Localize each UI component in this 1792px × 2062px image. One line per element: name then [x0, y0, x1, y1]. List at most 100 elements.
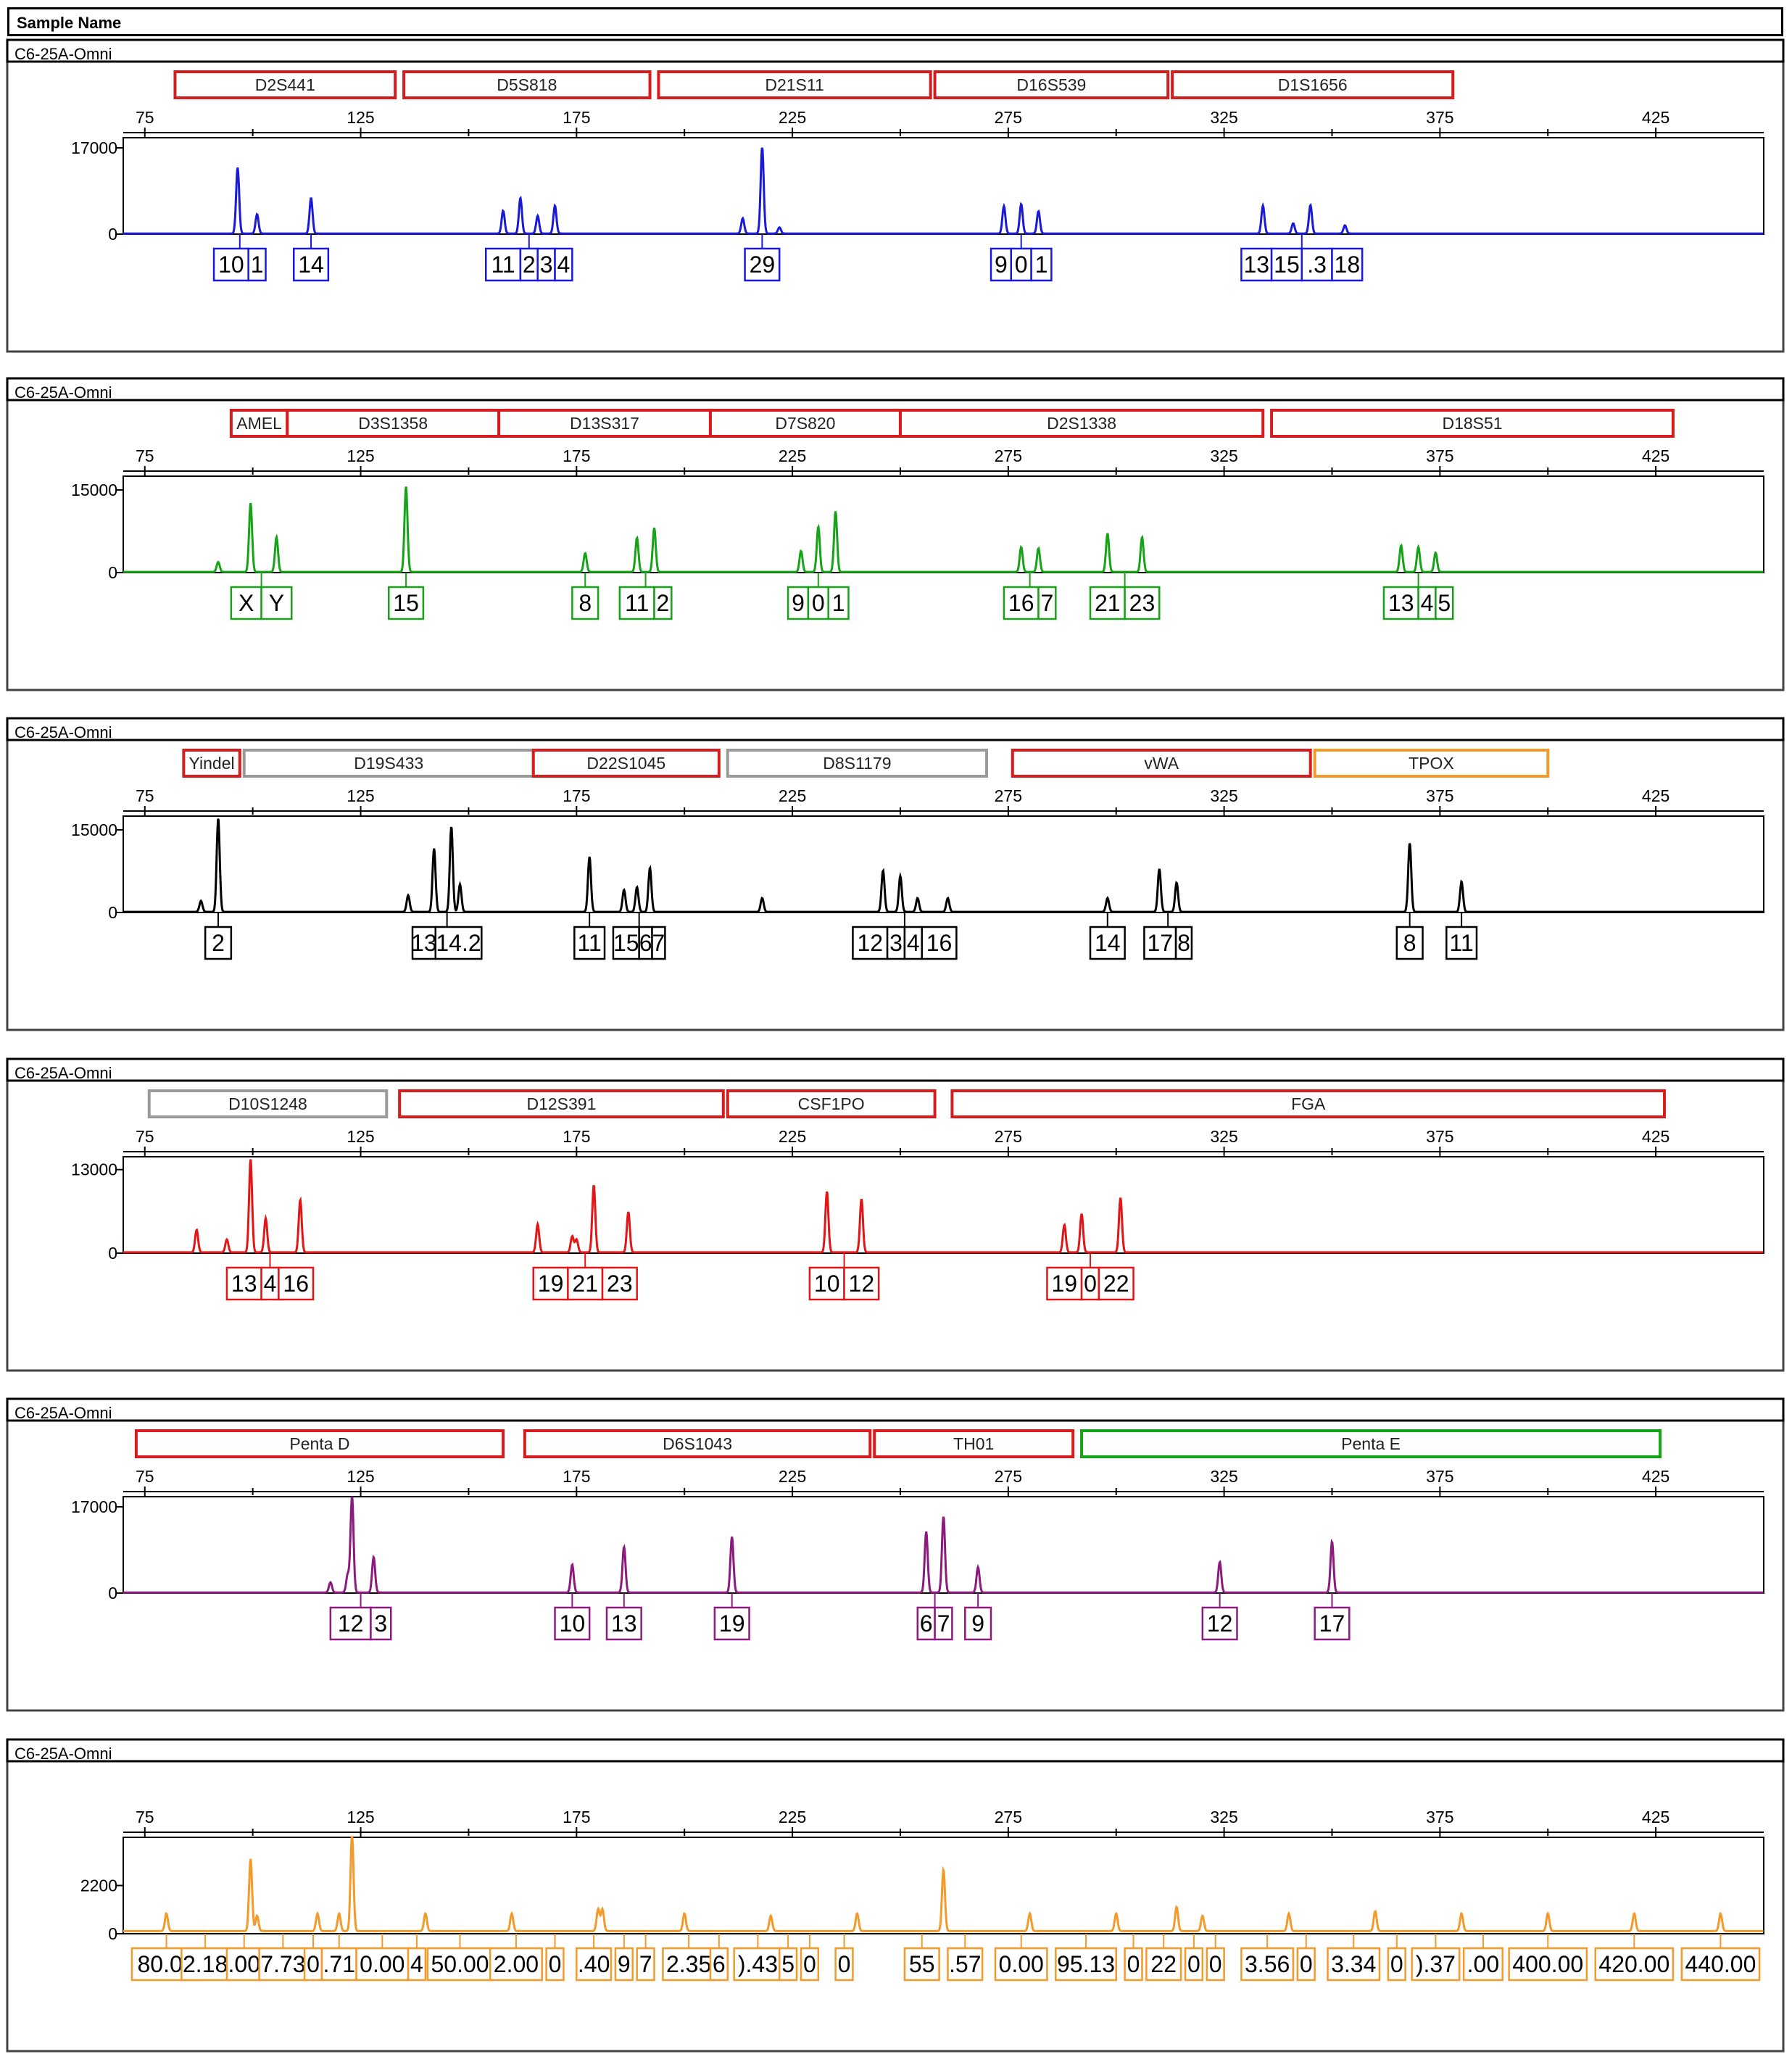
- allele-box: [1206, 1947, 1225, 1982]
- allele-label: 6: [639, 930, 652, 956]
- x-tick-label: 225: [779, 1808, 806, 1826]
- header-bar: Sample Name: [7, 7, 1783, 36]
- allele-label: ).37: [1416, 1951, 1456, 1977]
- allele-box: [554, 1606, 591, 1641]
- x-tick-label: 425: [1642, 108, 1669, 127]
- allele-label: 10: [560, 1610, 586, 1637]
- locus-box: [497, 409, 712, 438]
- locus-label: D22S1045: [586, 754, 665, 773]
- allele-box: [653, 586, 673, 620]
- sample-bar: [6, 38, 1785, 63]
- allele-label: 8: [578, 590, 592, 616]
- trace-line: [123, 147, 1764, 235]
- locus-label: D2S441: [255, 75, 315, 94]
- allele-label: .00: [228, 1951, 260, 1977]
- allele-box: [612, 926, 640, 960]
- allele-label: .3: [1307, 251, 1327, 278]
- x-tick-label: 75: [136, 446, 154, 465]
- allele-label: 4: [264, 1271, 277, 1297]
- locus-box: [229, 409, 289, 438]
- trace-line: [123, 486, 1764, 573]
- allele-box: [651, 926, 666, 960]
- allele-label: 2.00: [494, 1951, 539, 1977]
- allele-label: 15: [613, 930, 639, 956]
- allele-label: 4: [410, 1951, 423, 1977]
- allele-box: [1201, 1606, 1238, 1641]
- locus-box: [147, 1089, 389, 1118]
- allele-label: 3.34: [1331, 1951, 1376, 1977]
- x-tick-label: 275: [995, 1467, 1022, 1486]
- x-tick-label: 325: [1210, 786, 1237, 805]
- allele-label: 19: [1051, 1271, 1077, 1297]
- allele-label: 7.73: [260, 1951, 305, 1977]
- allele-box: [1046, 1266, 1083, 1301]
- allele-label: 5: [1438, 590, 1451, 616]
- allele-label: 2.35: [666, 1951, 711, 1977]
- sample-label: C6-25A-Omni: [14, 1404, 112, 1422]
- allele-label: 4: [907, 930, 920, 956]
- sample-label: C6-25A-Omni: [14, 1064, 112, 1082]
- y-tick-label: 0: [108, 563, 117, 582]
- locus-box: [1080, 1429, 1662, 1458]
- sample-bar: [6, 1738, 1785, 1763]
- allele-label: 12: [849, 1271, 875, 1297]
- locus-box: [708, 409, 902, 438]
- x-tick-label: 275: [995, 446, 1022, 465]
- allele-box: [947, 1947, 984, 1982]
- x-tick-label: 125: [347, 1808, 374, 1826]
- allele-box: [278, 1266, 315, 1301]
- x-tick-label: 375: [1426, 1808, 1453, 1826]
- allele-box: [426, 1947, 494, 1982]
- y-tick-label: 15000: [71, 481, 117, 499]
- x-tick-label: 375: [1426, 786, 1453, 805]
- panel-5: C6-25A-Omni Penta D D6S1043 TH01 Penta E 75 12…: [6, 1397, 1785, 1712]
- allele-box: [1184, 1947, 1204, 1982]
- x-tick-label: 275: [995, 786, 1022, 805]
- x-tick-label: 225: [779, 108, 806, 127]
- allele-box: [1003, 586, 1040, 620]
- allele-label: 10: [814, 1271, 840, 1297]
- sample-bar: [6, 1057, 1785, 1082]
- x-tick-label: 75: [136, 1127, 154, 1146]
- allele-label: 0: [1390, 1951, 1403, 1977]
- allele-box: [1010, 247, 1032, 282]
- locus-box: [933, 70, 1170, 99]
- allele-label: 10: [218, 251, 244, 278]
- allele-label: .71: [323, 1951, 355, 1977]
- allele-label: 9: [792, 590, 805, 616]
- sample-bar: [6, 717, 1785, 741]
- x-tick-label: 425: [1642, 1127, 1669, 1146]
- allele-label: 0: [307, 1951, 320, 1977]
- locus-label: D19S433: [354, 754, 423, 773]
- panel-1: C6-25A-Omni D2S441 D5S818 D21S11 D16S539 D1S1…: [6, 38, 1785, 353]
- allele-box: [1331, 247, 1364, 282]
- allele-label: 50.00: [431, 1951, 489, 1977]
- allele-label: 55: [909, 1951, 935, 1977]
- sample-label: C6-25A-Omni: [14, 1745, 112, 1763]
- locus-label: vWA: [1144, 754, 1179, 773]
- x-tick-label: 175: [563, 1467, 590, 1486]
- allele-box: [571, 586, 600, 620]
- allele-box: [225, 1947, 262, 1982]
- allele-label: 11: [491, 251, 515, 278]
- allele-label: 13: [611, 1610, 637, 1637]
- allele-box: [1445, 926, 1478, 960]
- allele-label: 0: [1187, 1951, 1200, 1977]
- allele-box: [489, 1947, 543, 1982]
- allele-label: X: [238, 590, 254, 616]
- y-tick-label: 0: [108, 225, 117, 244]
- allele-box: [1030, 247, 1053, 282]
- x-tick-label: 275: [995, 108, 1022, 127]
- locus-label: D16S539: [1016, 75, 1086, 94]
- allele-label: 7: [1041, 590, 1054, 616]
- allele-label: 420.00: [1598, 1951, 1669, 1977]
- allele-label: 11: [1450, 930, 1474, 956]
- y-tick-label: 0: [108, 1924, 117, 1943]
- y-tick-label: 17000: [71, 138, 117, 157]
- allele-label: 19: [538, 1271, 564, 1297]
- allele-label: 2: [523, 251, 536, 278]
- allele-label: 3: [540, 251, 553, 278]
- allele-label: 6: [713, 1951, 726, 1977]
- locus-label: D2S1338: [1047, 414, 1116, 433]
- x-tick-label: 325: [1210, 1808, 1237, 1826]
